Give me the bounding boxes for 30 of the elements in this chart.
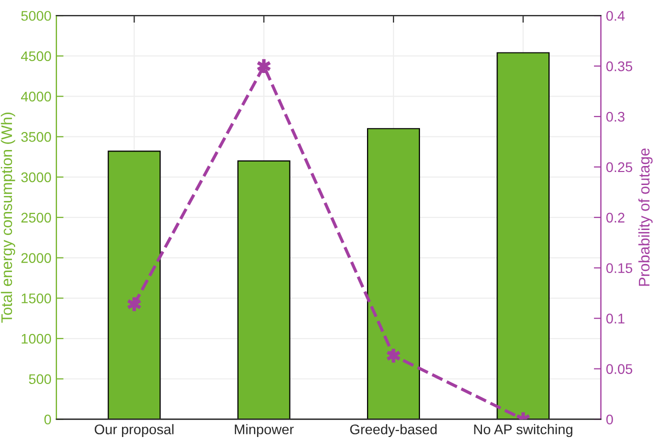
y-axis-title: Total energy consumption (Wh) [0,112,16,323]
y2-tick-label: 0.4 [606,10,625,21]
y2-tick-label: 0.25 [606,162,632,172]
x-tick-label: Minpower [234,424,294,438]
y-tick-label: 3000 [21,172,52,182]
x-tick-label: No AP switching [474,424,572,438]
bar [367,128,420,420]
bar [108,150,161,420]
y2-tick-label: 0.05 [606,364,632,374]
x-tick-label: Greedy-based [350,424,437,438]
y2-tick-label: 0.35 [606,61,632,72]
y2-tick-label: 0.3 [606,112,624,122]
bar [496,52,550,420]
y2-tick-label: 0.2 [606,212,624,223]
y2-tick-label: 0.1 [606,314,624,324]
y-tick-label: 500 [28,374,52,384]
y2-tick-label: 0.15 [606,263,632,274]
y-tick-label: 5000 [21,10,52,21]
y2-tick-label: 0 [606,414,613,424]
y-tick-label: 1500 [22,293,52,304]
y2-axis-title: Probability of outage [638,148,653,286]
y-tick-label: 1000 [22,334,52,344]
y-tick-label: 2500 [21,212,52,223]
y-tick-label: 4500 [21,51,52,62]
bar [237,160,290,420]
y-tick-label: 3500 [21,132,52,142]
y-tick-label: 2000 [21,253,52,263]
y-tick-label: 4000 [21,92,52,102]
x-tick-label: Our proposal [94,424,174,438]
y-tick-label: 0 [44,414,52,424]
